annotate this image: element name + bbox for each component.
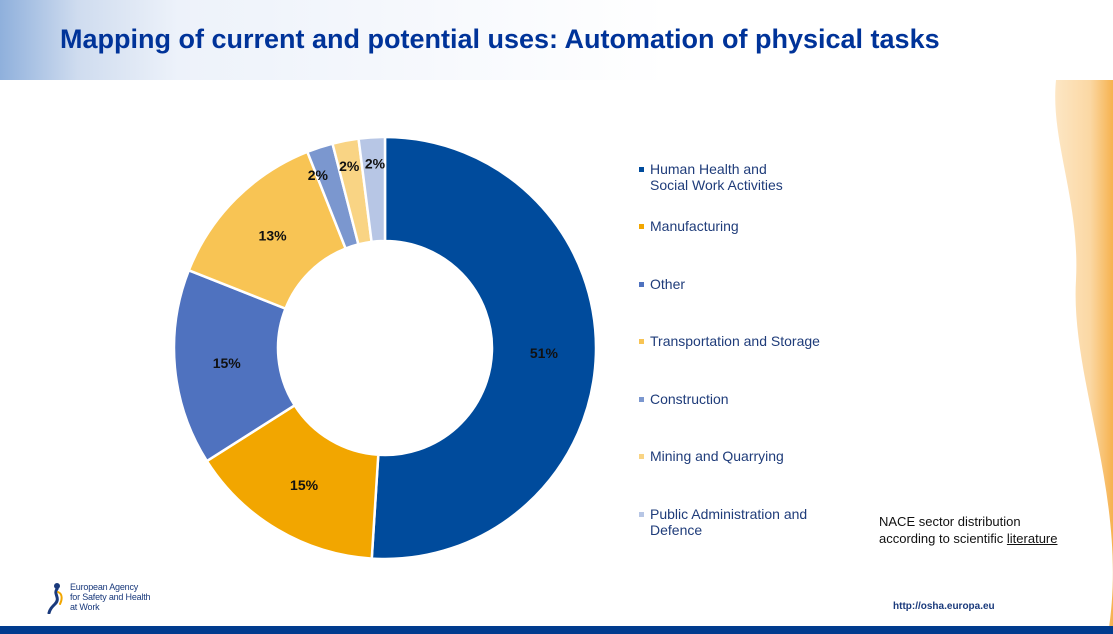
donut-slice[interactable]: [172, 268, 297, 463]
legend-label: Mining and Quarrying: [650, 448, 784, 464]
slice-data-label: 15%: [290, 477, 319, 493]
legend-swatch: [639, 397, 644, 402]
source-note-prefix: according to scientific: [879, 531, 1007, 546]
website-url[interactable]: http://osha.europa.eu: [893, 601, 995, 612]
footer-bar: [0, 626, 1113, 634]
header-gradient-band: [0, 0, 1113, 80]
donut-chart: 51% 15% 15% 13% 2% 2% 2%: [172, 135, 598, 561]
slice-data-label: 51%: [530, 345, 559, 361]
legend-swatch: [639, 512, 644, 517]
source-note-line1: NACE sector distribution: [879, 514, 1021, 529]
legend-swatch: [639, 454, 644, 459]
legend-swatch: [639, 167, 644, 172]
slice-data-label: 13%: [259, 228, 288, 244]
legend-swatch: [639, 339, 644, 344]
literature-link[interactable]: literature: [1006, 531, 1058, 546]
slide-title: Mapping of current and potential uses: A…: [60, 24, 940, 54]
slice-data-label: 15%: [213, 355, 242, 371]
legend-label: Public Administration and Defence: [650, 506, 808, 538]
legend-swatch: [639, 224, 644, 229]
legend-label: Transportation and Storage: [650, 333, 820, 349]
slice-data-label: 2%: [339, 158, 360, 174]
source-note: NACE sector distribution according to sc…: [879, 513, 1099, 547]
legend-label: Human Health and Social Work Activities: [650, 161, 783, 193]
slice-data-label: 2%: [365, 155, 386, 171]
logo-figure-icon: [47, 583, 63, 614]
slice-data-label: 2%: [308, 167, 329, 183]
legend-label: Manufacturing: [650, 218, 739, 234]
logo-text: European Agency for Safety and Health at…: [70, 582, 151, 612]
donut-slice[interactable]: [370, 135, 598, 561]
legend-label: Other: [650, 276, 686, 292]
donut-slice[interactable]: [357, 135, 387, 244]
legend-swatch: [639, 282, 644, 287]
decorative-swoosh: [1055, 80, 1113, 634]
donut-slice[interactable]: [205, 403, 380, 560]
legend-label: Construction: [650, 391, 729, 407]
eu-osha-logo[interactable]: European Agency for Safety and Health at…: [46, 582, 176, 614]
source-note-line2: according to scientific literature: [879, 530, 1099, 547]
